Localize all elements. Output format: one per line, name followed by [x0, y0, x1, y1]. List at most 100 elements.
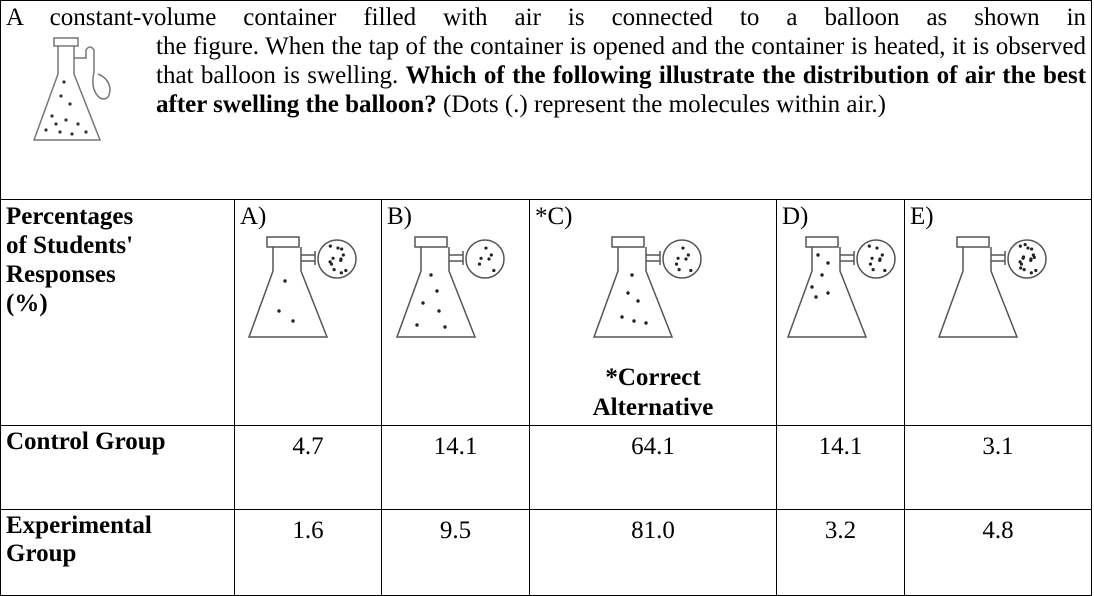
- option-label: D): [782, 203, 809, 230]
- row-label: Experimental Group: [6, 512, 152, 567]
- dot: [339, 258, 343, 262]
- option-label: *C): [535, 203, 573, 230]
- flask: [247, 236, 357, 338]
- value: 4.8: [982, 517, 1014, 544]
- question-row: A constant-volume container filled with …: [0, 0, 1093, 200]
- dot: [677, 268, 681, 272]
- dot: [486, 257, 491, 261]
- dot: [1023, 243, 1027, 247]
- header-line: of Students': [6, 232, 134, 259]
- dot: [277, 309, 281, 313]
- row-label: Control Group: [6, 428, 166, 455]
- balloon: [317, 239, 357, 279]
- dot: [1022, 268, 1026, 272]
- dot: [632, 319, 636, 323]
- dot: [1018, 260, 1022, 264]
- dot: [491, 268, 495, 273]
- body: [395, 247, 476, 338]
- dot: [62, 80, 66, 84]
- dot: [630, 273, 634, 277]
- dot: [64, 118, 68, 122]
- flask-outline: [937, 236, 1047, 338]
- option-label: A): [240, 203, 267, 230]
- value: 3.1: [982, 433, 1014, 460]
- dot: [58, 130, 62, 134]
- value-cell: 3.2: [776, 509, 905, 596]
- option-cell: D): [776, 199, 905, 426]
- body: [247, 247, 329, 338]
- dot: [1029, 271, 1033, 275]
- body: [937, 247, 1019, 338]
- dot: [689, 268, 693, 273]
- dot: [478, 256, 483, 260]
- dot: [820, 273, 824, 277]
- option-cell: E): [903, 199, 1093, 426]
- option-cell: A): [234, 199, 382, 426]
- table-body: Control Group 4.7 14.1 64.1 14.1 3.1 Experimen…: [0, 425, 1093, 596]
- stopper: [611, 236, 645, 248]
- header-cell: Percentages of Students' Responses (%): [0, 199, 235, 426]
- correct-note: *Correct Alternative: [592, 364, 714, 421]
- dot: [483, 246, 488, 250]
- flask-outline: [592, 236, 702, 338]
- balloon: [662, 239, 702, 279]
- dot: [684, 257, 688, 261]
- dot: [332, 268, 336, 272]
- dot: [344, 268, 348, 273]
- dot: [826, 291, 830, 295]
- dot: [339, 271, 343, 275]
- dot: [331, 256, 335, 260]
- value-cell: 81.0: [529, 509, 777, 596]
- dot: [674, 262, 679, 266]
- stopper: [956, 236, 990, 248]
- option-cell: B): [381, 199, 530, 426]
- dot: [880, 253, 884, 257]
- value: 81.0: [631, 517, 675, 544]
- dot: [489, 253, 493, 257]
- dot: [644, 321, 648, 325]
- row-label-cell: Experimental Group: [0, 509, 235, 596]
- dot: [336, 246, 340, 250]
- dot: [1031, 253, 1035, 257]
- stopper: [805, 236, 839, 248]
- data-row: Control Group 4.7 14.1 64.1 14.1 3.1: [0, 425, 1093, 510]
- option-label: B): [387, 203, 412, 230]
- value: 9.5: [439, 517, 472, 544]
- dot: [636, 299, 640, 303]
- dot: [59, 94, 63, 98]
- balloon: [1007, 239, 1047, 279]
- body: [592, 247, 674, 338]
- value: 4.7: [292, 433, 324, 460]
- dot: [867, 244, 871, 248]
- value-cell: 14.1: [381, 425, 530, 510]
- dot: [1026, 246, 1030, 250]
- value-cell: 9.5: [381, 509, 530, 596]
- dot: [328, 260, 332, 264]
- value: 64.1: [631, 433, 675, 460]
- flask: [786, 236, 896, 338]
- value-cell: 1.6: [234, 509, 382, 596]
- balloon: [856, 239, 896, 279]
- value: 14.1: [818, 433, 863, 460]
- tube: [301, 251, 316, 265]
- dot: [328, 244, 332, 248]
- row-label-cell: Control Group: [0, 425, 235, 510]
- dot: [1034, 268, 1038, 273]
- value: 14.1: [433, 433, 478, 460]
- dot: [414, 323, 419, 327]
- body: [786, 247, 868, 338]
- dot: [681, 246, 685, 250]
- flask: [937, 236, 1047, 338]
- value-cell: 14.1: [776, 425, 905, 510]
- dot: [1019, 266, 1023, 270]
- dot: [50, 114, 54, 118]
- dot: [878, 258, 882, 262]
- dot: [341, 253, 345, 257]
- dot: [620, 315, 624, 319]
- dot: [428, 273, 433, 277]
- dot: [44, 128, 48, 132]
- dot: [883, 268, 887, 273]
- dot: [814, 295, 818, 299]
- option-label: E): [910, 203, 934, 230]
